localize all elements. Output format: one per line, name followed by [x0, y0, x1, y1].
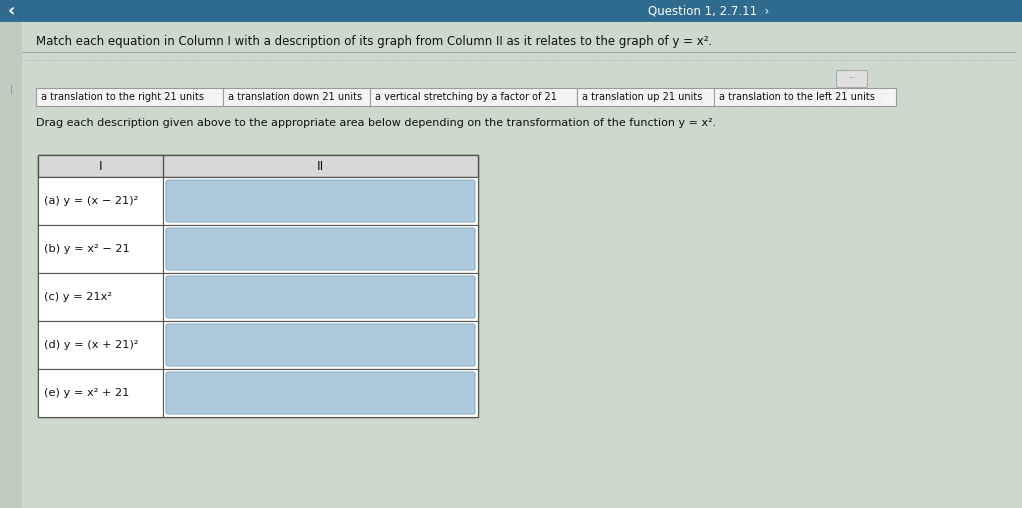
Text: (d) y = (x + 21)²: (d) y = (x + 21)²: [44, 340, 139, 350]
Bar: [38, 155, 478, 417]
FancyBboxPatch shape: [166, 180, 475, 222]
Bar: [162, 321, 478, 369]
Text: |: |: [9, 85, 12, 94]
Bar: [0, 22, 22, 508]
Bar: [162, 369, 478, 417]
Text: ‹: ‹: [8, 2, 15, 20]
Bar: [38, 155, 478, 177]
Bar: [162, 225, 478, 273]
Text: (b) y = x² − 21: (b) y = x² − 21: [44, 244, 130, 254]
Bar: [38, 177, 162, 225]
Text: I: I: [99, 160, 102, 173]
FancyBboxPatch shape: [577, 88, 714, 106]
Text: (e) y = x² + 21: (e) y = x² + 21: [44, 388, 130, 398]
Bar: [38, 369, 162, 417]
FancyBboxPatch shape: [166, 324, 475, 366]
FancyBboxPatch shape: [714, 88, 896, 106]
Text: II: II: [317, 160, 324, 173]
Text: Match each equation in Column I with a description of its graph from Column II a: Match each equation in Column I with a d…: [36, 35, 712, 48]
Text: a translation to the left 21 units: a translation to the left 21 units: [719, 92, 875, 102]
Bar: [38, 225, 162, 273]
FancyBboxPatch shape: [370, 88, 577, 106]
Text: Question 1, 2.7.11  ›: Question 1, 2.7.11 ›: [648, 5, 770, 17]
FancyBboxPatch shape: [166, 228, 475, 270]
Bar: [162, 273, 478, 321]
FancyBboxPatch shape: [166, 276, 475, 318]
FancyBboxPatch shape: [223, 88, 370, 106]
Text: ···: ···: [848, 75, 855, 83]
Text: a translation down 21 units: a translation down 21 units: [228, 92, 362, 102]
Text: (c) y = 21x²: (c) y = 21x²: [44, 292, 112, 302]
Text: a translation up 21 units: a translation up 21 units: [582, 92, 702, 102]
Text: Drag each description given above to the appropriate area below depending on the: Drag each description given above to the…: [36, 118, 716, 128]
FancyBboxPatch shape: [36, 88, 223, 106]
Bar: [38, 321, 162, 369]
Text: a vertical stretching by a factor of 21: a vertical stretching by a factor of 21: [375, 92, 557, 102]
Bar: [162, 177, 478, 225]
FancyBboxPatch shape: [166, 372, 475, 414]
Bar: [0, 0, 1022, 22]
Text: (a) y = (x − 21)²: (a) y = (x − 21)²: [44, 196, 138, 206]
Text: a translation to the right 21 units: a translation to the right 21 units: [41, 92, 204, 102]
FancyBboxPatch shape: [836, 71, 868, 87]
Bar: [38, 273, 162, 321]
